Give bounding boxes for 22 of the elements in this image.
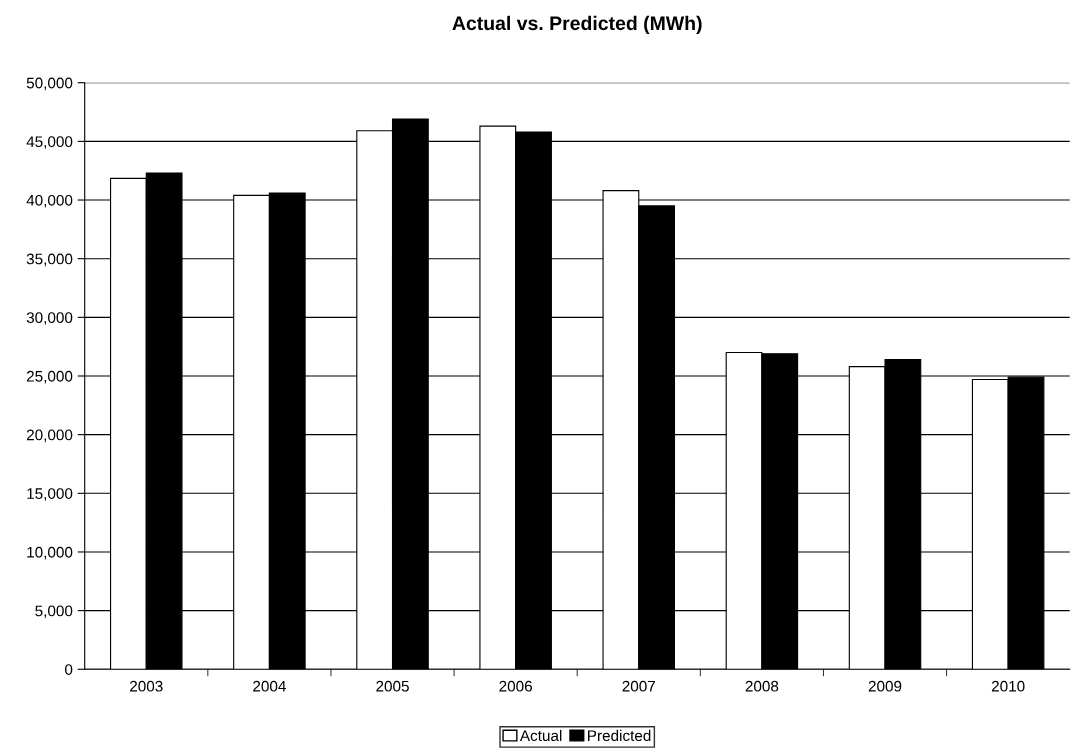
x-tick-label: 2005	[376, 680, 409, 692]
y-tick-label: 45,000	[26, 136, 73, 149]
x-tick-label: 2008	[745, 680, 779, 692]
x-tick-label: 2007	[622, 680, 655, 692]
x-tick-label: 2009	[868, 680, 902, 692]
y-tick-label: 5,000	[35, 605, 73, 619]
y-tick-label: 40,000	[26, 194, 73, 208]
x-tick-label: 2004	[253, 680, 286, 692]
x-tick-label: 2003	[130, 680, 163, 692]
x-tick-label: 2010	[991, 680, 1025, 692]
y-tick-label: 30,000	[26, 312, 73, 325]
y-tick-label: 20,000	[26, 429, 73, 443]
x-tick-label: 2006	[499, 680, 532, 692]
legend-label: Predicted	[588, 729, 651, 742]
y-tick-label: 25,000	[26, 370, 73, 384]
y-tick-label: 15,000	[27, 488, 73, 501]
legend-label: Actual	[519, 729, 562, 742]
chart-title: Actual vs. Predicted (MWh)	[452, 15, 702, 34]
y-tick-label: 0	[65, 664, 73, 675]
y-tick-label: 35,000	[26, 253, 73, 267]
y-tick-label: 10,000	[27, 546, 73, 560]
y-tick-label: 50,000	[26, 77, 73, 91]
